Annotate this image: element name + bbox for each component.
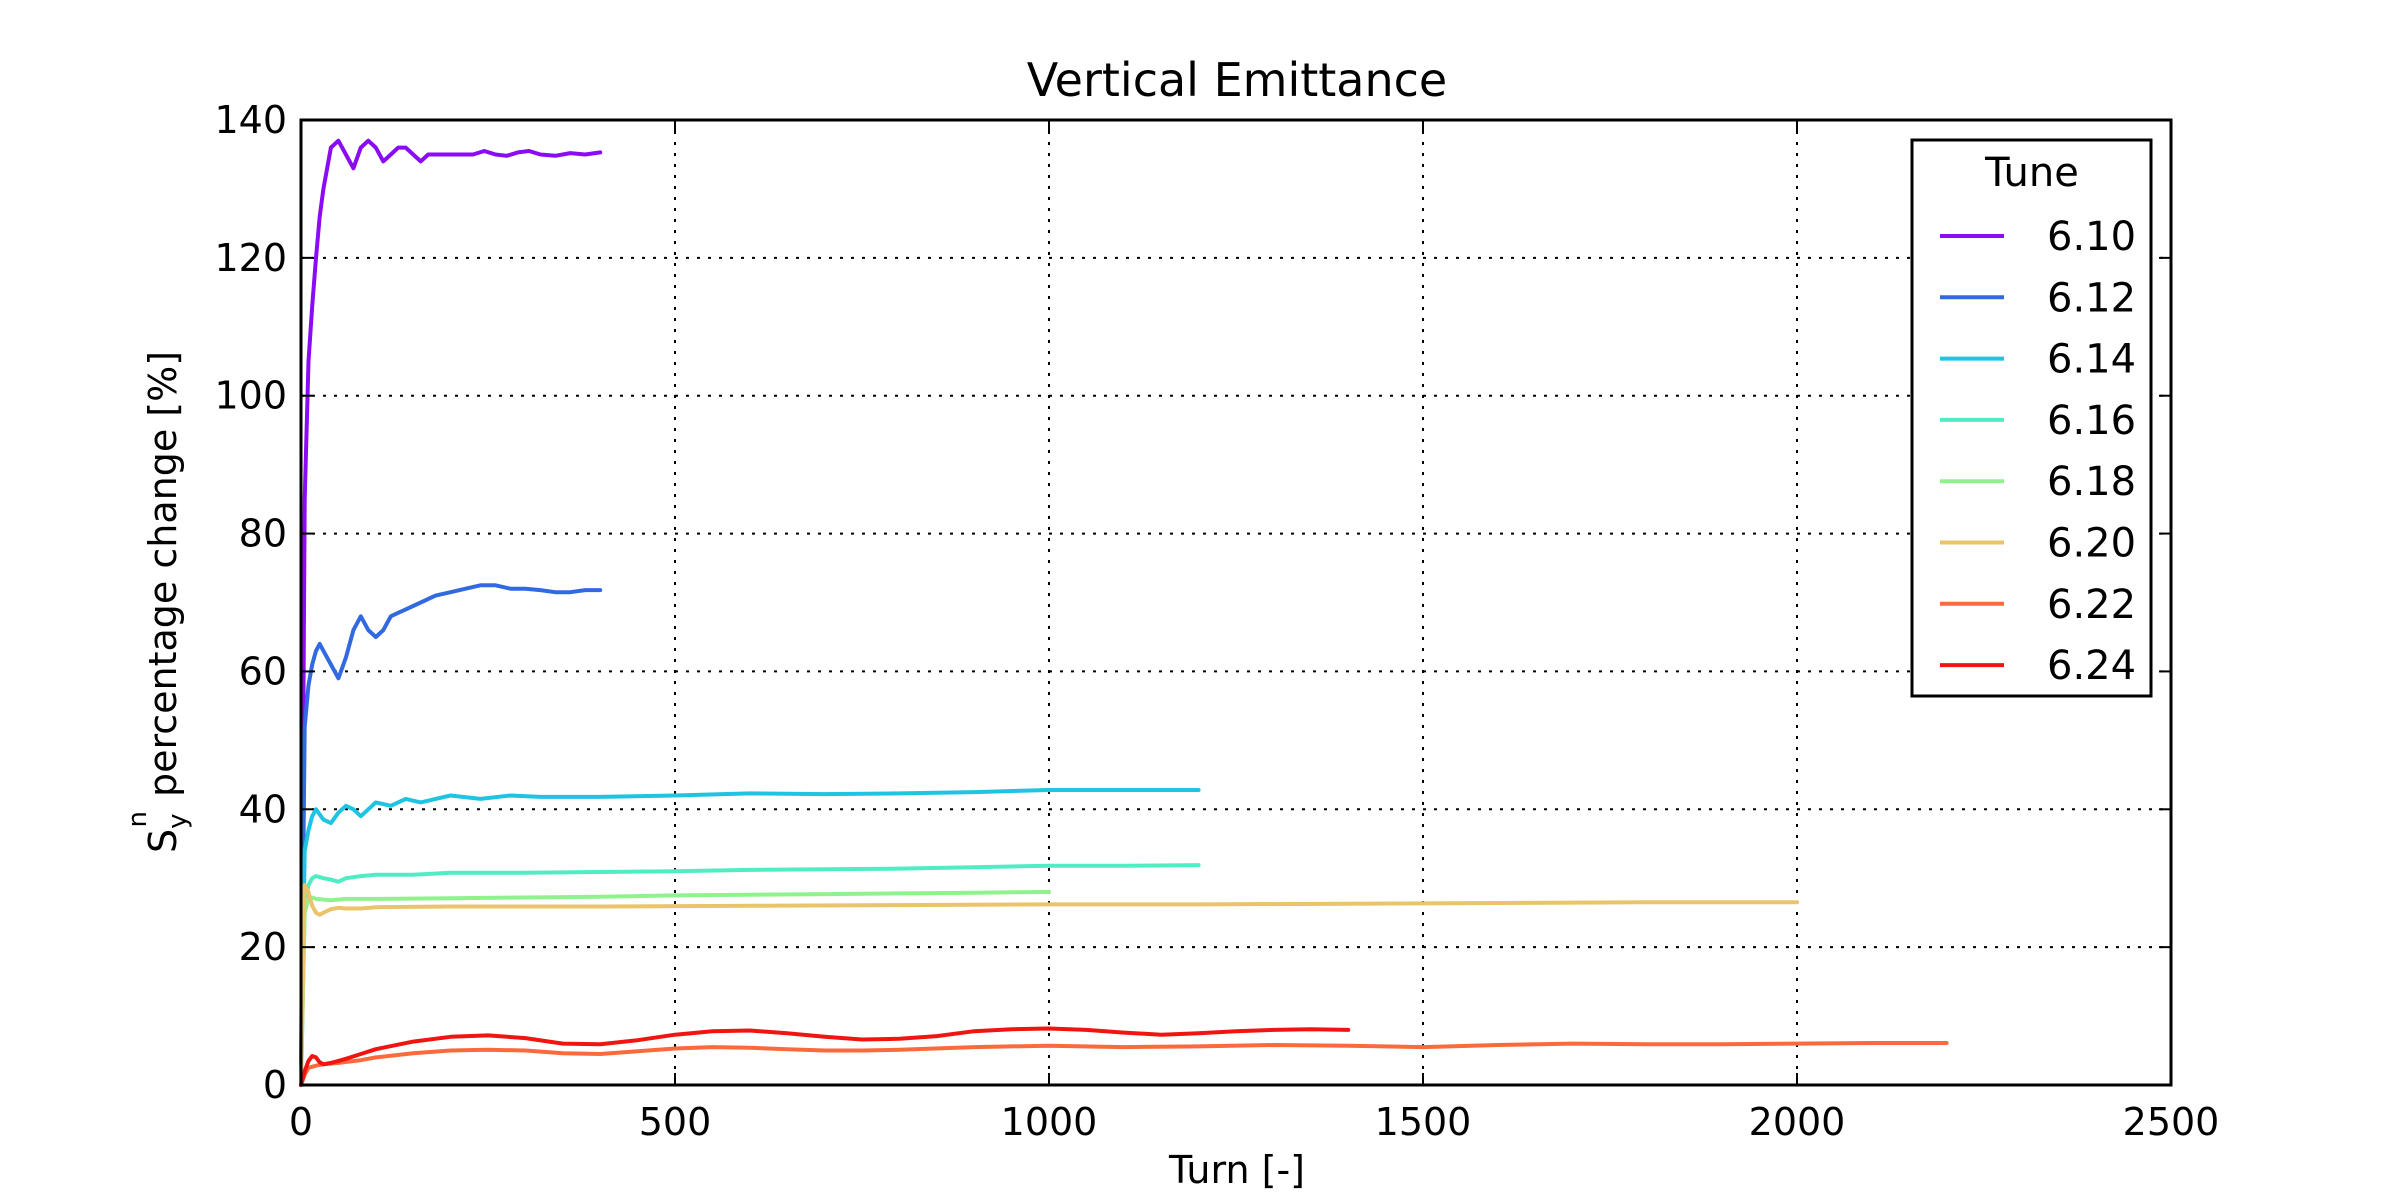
y-tick-label: 60 xyxy=(239,649,287,693)
legend-label: 6.18 xyxy=(2047,459,2136,505)
y-axis-label-group: Syn percentage change [%] xyxy=(123,351,193,853)
series-line-6.14 xyxy=(299,788,1201,1087)
x-tick-label: 2500 xyxy=(2123,1100,2220,1144)
series-line-6.12 xyxy=(299,583,603,1087)
x-tick-label: 2000 xyxy=(1749,1100,1846,1144)
y-axis-subscript: y xyxy=(163,814,193,829)
y-tick-label: 20 xyxy=(239,925,287,969)
y-tick-label: 120 xyxy=(214,236,287,280)
axis-ticks: 0 500 1000 1500 2000 2500 0 20 40 60 80 100 120 140 xyxy=(214,98,2219,1144)
legend: Tune 6.10 6.12 6.14 6.16 6.18 6.20 6.22 6.24 xyxy=(1910,138,2153,698)
legend-label: 6.12 xyxy=(2047,275,2136,321)
y-axis-label: Syn percentage change [%] xyxy=(123,351,193,853)
y-axis-superscript: n xyxy=(123,811,153,827)
x-tick-label: 1500 xyxy=(1375,1100,1472,1144)
legend-label: 6.20 xyxy=(2047,521,2136,567)
y-tick-label: 40 xyxy=(239,787,287,831)
x-axis-label: Turn [-] xyxy=(1168,1148,1305,1192)
x-tick-label: 1000 xyxy=(1001,1100,1098,1144)
legend-label: 6.10 xyxy=(2047,214,2136,260)
legend-label: 6.24 xyxy=(2047,643,2136,689)
series-line-6.24 xyxy=(299,1026,1351,1087)
y-tick-label: 100 xyxy=(214,374,287,418)
series-line-6.22 xyxy=(299,1041,1949,1087)
plot-frame xyxy=(299,118,2173,1087)
series-line-6.20 xyxy=(299,883,1799,1087)
series-line-6.16 xyxy=(299,863,1201,1087)
y-axis-text: percentage change [%] xyxy=(141,351,185,797)
y-tick-label: 140 xyxy=(214,98,287,142)
series-line-6.10 xyxy=(299,138,603,1087)
series-group xyxy=(299,138,1949,1087)
y-tick-label: 80 xyxy=(239,512,287,556)
legend-title: Tune xyxy=(1984,150,2079,196)
legend-items: 6.10 6.12 6.14 6.16 6.18 6.20 6.22 6.24 xyxy=(1940,214,2136,689)
y-tick-label: 0 xyxy=(263,1063,287,1107)
x-tick-label: 500 xyxy=(639,1100,712,1144)
legend-label: 6.14 xyxy=(2047,337,2136,383)
grid-lines xyxy=(301,120,2171,1085)
legend-label: 6.22 xyxy=(2047,582,2136,628)
legend-label: 6.16 xyxy=(2047,398,2136,444)
y-axis-symbol: S xyxy=(141,829,185,853)
x-tick-label: 0 xyxy=(289,1100,313,1144)
chart-title: Vertical Emittance xyxy=(1027,53,1447,107)
